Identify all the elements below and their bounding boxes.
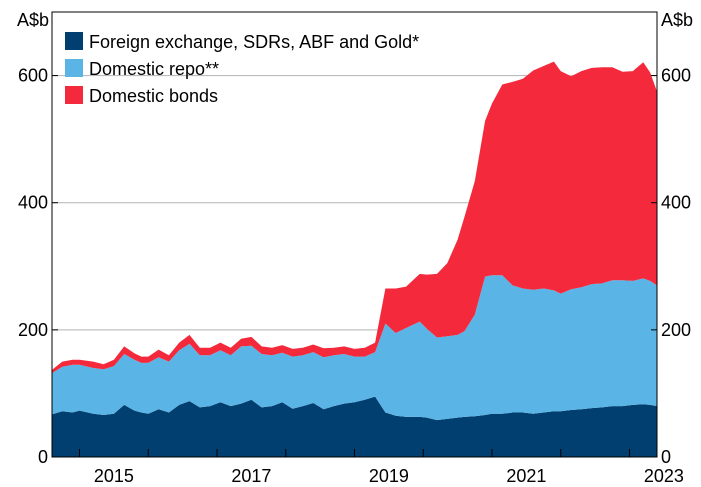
y-tick-label-right: 0 bbox=[661, 447, 671, 467]
x-tick-labels: 2015 2017 2019 2021 2023 bbox=[94, 466, 684, 486]
y-tick-label-left: 600 bbox=[18, 66, 48, 86]
left-unit-label: A$b bbox=[17, 10, 49, 30]
x-tick-label: 2017 bbox=[231, 466, 271, 486]
y-tick-label-left: 400 bbox=[18, 193, 48, 213]
y-tick-label-left: 0 bbox=[38, 447, 48, 467]
y-tick-labels-right: 0 200 400 600 bbox=[661, 66, 691, 467]
legend-label-domestic-repo: Domestic repo** bbox=[89, 59, 219, 79]
stacked-areas bbox=[52, 61, 657, 457]
area-series-2 bbox=[52, 61, 657, 374]
legend-swatch-domestic-repo bbox=[65, 59, 83, 77]
legend-swatch-domestic-bonds bbox=[65, 86, 83, 104]
legend: Foreign exchange, SDRs, ABF and Gold* Do… bbox=[65, 32, 419, 106]
legend-label-foreign-exchange: Foreign exchange, SDRs, ABF and Gold* bbox=[89, 32, 419, 52]
y-tick-label-left: 200 bbox=[18, 320, 48, 340]
y-tick-label-right: 200 bbox=[661, 320, 691, 340]
legend-label-domestic-bonds: Domestic bonds bbox=[89, 86, 218, 106]
x-tick-label: 2019 bbox=[369, 466, 409, 486]
x-tick-label: 2021 bbox=[506, 466, 546, 486]
right-unit-label: A$b bbox=[661, 10, 693, 30]
area-series-1 bbox=[52, 275, 657, 421]
axis-ticks bbox=[52, 75, 657, 458]
y-tick-labels-left: 0 200 400 600 bbox=[18, 66, 48, 467]
y-tick-label-right: 600 bbox=[661, 66, 691, 86]
area-series-0 bbox=[52, 396, 657, 457]
x-tick-label: 2023 bbox=[644, 466, 684, 486]
legend-swatch-foreign-exchange bbox=[65, 32, 83, 50]
y-tick-label-right: 400 bbox=[661, 193, 691, 213]
x-tick-label: 2015 bbox=[94, 466, 134, 486]
